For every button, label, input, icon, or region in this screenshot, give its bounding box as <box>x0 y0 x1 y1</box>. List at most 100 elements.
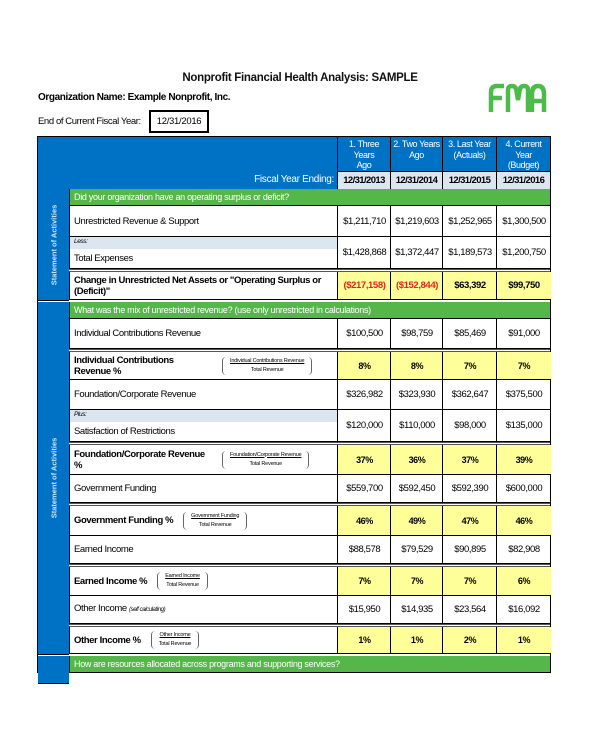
column-header: 1. Three Years Ago <box>337 137 390 171</box>
formula-numerator: Other Income <box>159 632 191 638</box>
row-label-cell: Other Income % Other Income Total Revenue <box>69 627 337 653</box>
row-label-cell: Plus: Satisfaction of Restrictions <box>69 410 337 441</box>
value-cell[interactable]: $63,392 <box>442 272 497 299</box>
column-title: 3. Last Year <box>448 139 491 149</box>
value-cell[interactable]: 46% <box>337 506 391 535</box>
row-label-cell: Government Funding % Government Funding To… <box>69 506 337 535</box>
row-label-wrap: Individual Contributions Revenue % <box>74 355 212 377</box>
row-label-wrap: Government Funding <box>74 483 156 494</box>
table-body: Did your organization have an operating … <box>38 189 551 684</box>
value-cell[interactable]: $82,908 <box>496 536 551 563</box>
value-cell[interactable]: $1,428,868 <box>337 237 391 268</box>
value-cell[interactable]: $15,950 <box>337 596 391 623</box>
formula: Government Funding Total Revenue <box>183 511 248 530</box>
row-label-line: Satisfaction of Restrictions <box>74 422 333 441</box>
value-cell[interactable]: $88,578 <box>337 536 391 563</box>
value-cell[interactable]: 7% <box>496 352 551 379</box>
value-cell[interactable]: 49% <box>390 506 443 535</box>
formula-numerator: Foundation/Corporate Revenue <box>230 451 302 458</box>
column-date: 12/31/2015 <box>442 171 496 189</box>
value-cell[interactable]: $79,529 <box>390 536 443 563</box>
value-cell[interactable]: 7% <box>442 352 497 379</box>
value-cell[interactable]: $120,000 <box>337 410 391 441</box>
row-prefix-band: Plus: <box>70 410 337 422</box>
row-label-cell: Government Funding <box>69 475 337 502</box>
value-cell[interactable]: $90,895 <box>442 536 497 563</box>
value-cell[interactable]: $98,759 <box>390 319 443 348</box>
table-row: Government Funding $559,700 $592,450 $592,3… <box>69 475 550 503</box>
value-cell[interactable]: 8% <box>337 352 391 379</box>
value-cell[interactable]: 7% <box>337 567 391 595</box>
value-cell[interactable]: $100,500 <box>337 319 391 348</box>
value-cell[interactable]: $14,935 <box>390 596 443 623</box>
value-cell[interactable]: 47% <box>442 506 497 535</box>
value-cell[interactable]: ($152,844) <box>390 272 443 299</box>
column-subtitle: (Budget) <box>507 160 540 170</box>
value-cell[interactable]: $592,390 <box>442 475 497 502</box>
value-cell[interactable]: $559,700 <box>337 475 391 502</box>
row-label: Foundation/Corporate Revenue % <box>74 448 205 471</box>
value-cell[interactable]: $1,189,573 <box>442 237 497 268</box>
side-label: Statement of Activities <box>38 302 69 655</box>
value-cell[interactable]: ($217,158) <box>337 272 391 299</box>
value-cell[interactable]: $375,500 <box>496 380 551 409</box>
table-row: Earned Income $88,578 $79,529 $90,895 $82,90… <box>69 536 550 564</box>
row-label-cell: Individual Contributions Revenue % Indivi… <box>69 352 337 379</box>
value-cell[interactable]: $135,000 <box>496 410 551 441</box>
value-cell[interactable]: 37% <box>337 445 391 474</box>
fma-logo <box>488 83 547 112</box>
value-cell[interactable]: $91,000 <box>496 319 551 348</box>
value-cell[interactable]: 1% <box>496 627 551 653</box>
value-cell[interactable]: $110,000 <box>390 410 443 441</box>
value-cell[interactable]: $362,647 <box>442 380 497 409</box>
table-row: Foundation/Corporate Revenue $326,982 $323… <box>69 380 550 410</box>
table-row: Other Income % Other Income Total Revenue 1… <box>69 624 551 654</box>
row-prefix: Less: <box>74 238 88 245</box>
row-label-cell: Less: Total Expenses <box>69 237 337 268</box>
row-label-cell: Earned Income % Earned Income Total Revenu… <box>69 567 337 595</box>
row-label: Government Funding % <box>74 515 174 526</box>
value-cell[interactable]: 7% <box>442 567 497 595</box>
value-cell[interactable]: $1,252,965 <box>442 206 497 236</box>
row-label-cell: Earned Income <box>69 536 337 563</box>
value-cell[interactable]: $326,982 <box>337 380 391 409</box>
value-cell[interactable]: 6% <box>496 567 551 595</box>
value-cell[interactable]: $1,300,500 <box>496 206 551 236</box>
value-cell[interactable]: 1% <box>390 627 443 653</box>
row-label-cell: Individual Contributions Revenue <box>69 319 337 348</box>
value-cell[interactable]: 7% <box>390 567 443 595</box>
row-label-wrap: Individual Contributions Revenue <box>74 328 201 339</box>
fiscal-year-field[interactable]: 12/31/2016 <box>148 110 210 133</box>
value-cell[interactable]: $85,469 <box>442 319 497 348</box>
formula: Individual Contributions Revenue Total Re… <box>222 356 313 375</box>
column-title: 1. Three Years <box>348 139 380 160</box>
section-header: How are resources allocated across progr… <box>69 656 550 673</box>
value-cell[interactable]: $99,750 <box>496 272 551 299</box>
value-cell[interactable]: 39% <box>496 445 551 474</box>
value-cell[interactable]: 36% <box>390 445 443 474</box>
value-cell[interactable]: $592,450 <box>390 475 443 502</box>
table-row: Government Funding % Government Funding To… <box>69 503 551 536</box>
value-cell[interactable]: $1,372,447 <box>390 237 443 268</box>
value-cell[interactable]: $1,200,750 <box>496 237 551 268</box>
row-label: Unrestricted Revenue & Support <box>74 215 199 227</box>
table-header: Fiscal Year Ending: 1. Three Years Ago 12/… <box>38 137 550 189</box>
value-cell[interactable]: $23,564 <box>442 596 497 623</box>
value-cell[interactable]: $600,000 <box>496 475 551 502</box>
value-cell[interactable]: 37% <box>442 445 497 474</box>
row-label-line: Change in Unrestricted Net Assets or "Op… <box>74 272 333 299</box>
formula-numerator: Earned Income <box>165 573 200 579</box>
value-cell[interactable]: 2% <box>442 627 497 653</box>
row-label-line: Other Income (self calculating) <box>74 596 333 623</box>
value-cell[interactable]: $1,219,603 <box>390 206 443 236</box>
value-cell[interactable]: 46% <box>496 506 551 535</box>
value-cell[interactable]: 1% <box>337 627 391 653</box>
value-cell[interactable]: $1,211,710 <box>337 206 391 236</box>
value-cell[interactable]: 8% <box>390 352 443 379</box>
row-label-line: Individual Contributions Revenue % Indivi… <box>74 352 333 379</box>
value-cell[interactable]: $98,000 <box>442 410 497 441</box>
row-label-cell: Other Income (self calculating) <box>69 596 337 623</box>
value-cell[interactable]: $323,930 <box>390 380 443 409</box>
row-label-wrap: Foundation/Corporate Revenue % <box>74 449 212 471</box>
value-cell[interactable]: $16,092 <box>496 596 551 623</box>
